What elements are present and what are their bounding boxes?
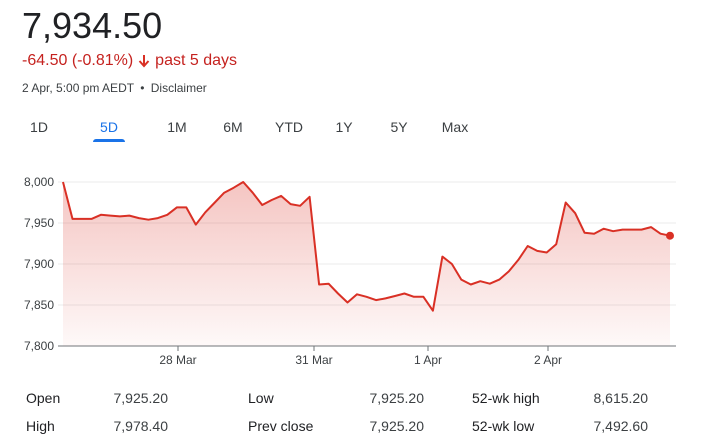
open-value: 7,925.20	[113, 390, 169, 406]
tab-5d[interactable]: 5D	[71, 114, 147, 140]
wk52-high-label: 52-wk high	[472, 390, 540, 406]
tab-5y[interactable]: 5Y	[390, 119, 408, 135]
x-tick-label: 31 Mar	[295, 353, 332, 367]
price-line	[62, 181, 671, 312]
high-label: High	[26, 418, 55, 434]
tab-1d[interactable]: 1D	[30, 119, 48, 135]
arrow-down-icon	[138, 54, 150, 68]
change-period: past 5 days	[155, 52, 237, 69]
tab-6m[interactable]: 6M	[223, 119, 243, 135]
low-value: 7,925.20	[369, 390, 425, 406]
prev-close-label: Prev close	[248, 418, 314, 434]
open-label: Open	[26, 390, 61, 406]
tab-max[interactable]: Max	[441, 119, 469, 135]
low-label: Low	[248, 390, 274, 406]
stats-row-1: Open 7,925.20 Low 7,925.20 52-wk high 8,…	[26, 388, 666, 416]
stats-table: Open 7,925.20 Low 7,925.20 52-wk high 8,…	[26, 388, 666, 444]
price-area	[63, 182, 670, 346]
quote-timestamp: 2 Apr, 5:00 pm AEDT	[22, 81, 134, 95]
y-tick-label: 7,800	[24, 339, 54, 353]
price-change: -64.50 (-0.81%) past 5 days	[22, 51, 237, 71]
tab-1y[interactable]: 1Y	[335, 119, 353, 135]
high-value: 7,978.40	[113, 418, 169, 434]
range-tabs: 1D 5D 1M 6M YTD 1Y 5Y Max	[22, 114, 475, 140]
wk52-low-label: 52-wk low	[472, 418, 535, 434]
current-price: 7,934.50	[22, 5, 163, 46]
stats-row-2: High 7,978.40 Prev close 7,925.20 52-wk …	[26, 416, 666, 444]
tab-ytd[interactable]: YTD	[275, 119, 303, 135]
last-price-dot	[666, 231, 674, 240]
separator-dot: •	[140, 81, 145, 95]
y-tick-label: 7,850	[24, 298, 54, 312]
price-chart[interactable]: 8,000 7,950 7,900 7,850 7,800 28 Mar 31 Mar 1 …	[0, 160, 721, 370]
wk52-low-value: 7,492.60	[593, 418, 649, 434]
x-tick-label: 28 Mar	[159, 353, 196, 367]
y-tick-label: 7,950	[24, 216, 54, 230]
x-tick-label: 1 Apr	[414, 353, 442, 367]
wk52-high-value: 8,615.20	[593, 390, 649, 406]
x-tick-label: 2 Apr	[534, 353, 562, 367]
quote-meta: 2 Apr, 5:00 pm AEDT • Disclaimer	[22, 80, 207, 96]
change-value: -64.50 (-0.81%)	[22, 52, 134, 69]
y-tick-label: 8,000	[24, 175, 54, 189]
prev-close-value: 7,925.20	[369, 418, 425, 434]
tab-1m[interactable]: 1M	[167, 119, 187, 135]
disclaimer-link[interactable]: Disclaimer	[150, 81, 207, 95]
y-tick-label: 7,900	[24, 257, 54, 271]
